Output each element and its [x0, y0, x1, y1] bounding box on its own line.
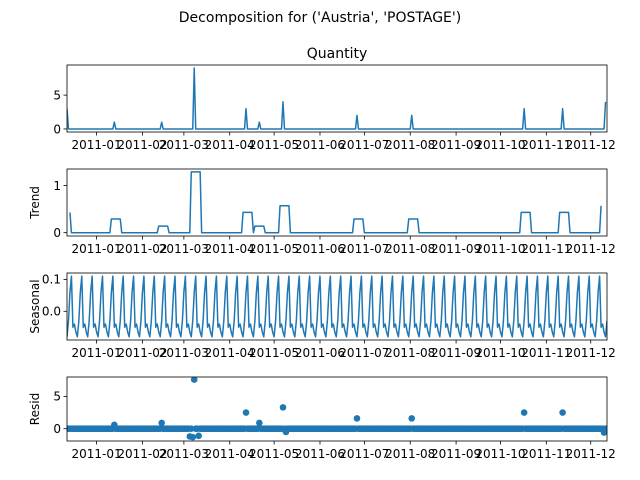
seasonal-xtick-label: 2011-04 — [205, 346, 255, 360]
resid-xtick-label: 2011-05 — [249, 447, 299, 461]
observed-xtick-label: 2011-09 — [431, 138, 481, 152]
observed-xtick-label: 2011-04 — [205, 138, 255, 152]
figure-suptitle: Decomposition for ('Austria', 'POSTAGE') — [179, 10, 461, 26]
observed-xtick-label: 2011-05 — [249, 138, 299, 152]
seasonal-xtick-label: 2011-03 — [159, 346, 209, 360]
observed-ytick-label: 5 — [53, 88, 61, 102]
resid-ytick-label: 5 — [53, 390, 61, 404]
seasonal-ytick-label: 0.0 — [42, 305, 61, 319]
observed-ytick-label: 0 — [53, 122, 61, 136]
seasonal-xtick-label: 2011-08 — [385, 346, 435, 360]
resid-point — [353, 415, 361, 422]
trend-xtick-label: 2011-07 — [339, 242, 389, 256]
resid-xtick-label: 2011-10 — [475, 447, 525, 461]
observed-panel: Quantity052011-012011-022011-032011-0420… — [53, 46, 615, 152]
observed-series-line — [67, 67, 607, 130]
seasonal-axes-frame — [66, 272, 608, 341]
observed-xtick-label: 2011-12 — [566, 138, 616, 152]
resid-xtick-label: 2011-11 — [521, 447, 571, 461]
trend-panel: Trend012011-012011-022011-032011-042011-… — [28, 168, 616, 256]
observed-xtick-label: 2011-06 — [295, 138, 345, 152]
seasonal-xtick-label: 2011-10 — [475, 346, 525, 360]
seasonal-xtick-label: 2011-01 — [72, 346, 122, 360]
resid-xtick-label: 2011-08 — [385, 447, 435, 461]
resid-ylabel: Resid — [28, 393, 42, 425]
trend-plot-area — [69, 171, 602, 234]
trend-xtick-label: 2011-04 — [205, 242, 255, 256]
resid-plot-area — [67, 377, 607, 441]
seasonal-xtick-label: 2011-06 — [295, 346, 345, 360]
resid-xtick-label: 2011-03 — [159, 447, 209, 461]
resid-xtick-label: 2011-04 — [205, 447, 255, 461]
resid-axes-frame — [66, 376, 608, 442]
trend-xtick-label: 2011-08 — [385, 242, 435, 256]
observed-axes-frame — [66, 64, 608, 133]
seasonal-panel: Seasonal 0.00.12011-012011-022011-032011-… — [28, 272, 616, 360]
trend-ytick-label: 1 — [53, 179, 61, 193]
observed-xtick-label: 2011-11 — [521, 138, 571, 152]
seasonal-xtick-label: 2011-07 — [339, 346, 389, 360]
resid-point — [158, 419, 165, 427]
resid-point — [195, 432, 202, 440]
seasonal-ytick-label: 0.1 — [42, 273, 61, 287]
trend-xtick-label: 2011-05 — [249, 242, 299, 256]
resid-point — [520, 409, 528, 416]
observed-xtick-label: 2011-10 — [475, 138, 525, 152]
trend-xtick-label: 2011-06 — [295, 242, 345, 256]
resid-xtick-label: 2011-09 — [431, 447, 481, 461]
resid-point — [279, 404, 287, 411]
resid-point — [190, 377, 198, 383]
trend-axes-frame — [66, 168, 608, 237]
observed-title: Quantity — [307, 46, 368, 62]
resid-panel: Resid052011-012011-022011-032011-042011-… — [28, 376, 616, 461]
seasonal-xtick-label: 2011-09 — [431, 346, 481, 360]
observed-xtick-label: 2011-08 — [385, 138, 435, 152]
seasonal-xtick-label: 2011-12 — [566, 346, 616, 360]
seasonal-xtick-label: 2011-05 — [249, 346, 299, 360]
trend-xtick-label: 2011-10 — [475, 242, 525, 256]
resid-xtick-label: 2011-12 — [566, 447, 616, 461]
seasonal-xtick-label: 2011-02 — [117, 346, 167, 360]
seasonal-plot-area — [67, 275, 607, 338]
trend-xtick-label: 2011-12 — [566, 242, 616, 256]
resid-point — [256, 419, 263, 427]
resid-xtick-label: 2011-02 — [117, 447, 167, 461]
observed-xtick-label: 2011-07 — [339, 138, 389, 152]
resid-point — [189, 433, 197, 441]
seasonal-xtick-label: 2011-11 — [521, 346, 571, 360]
trend-ylabel: Trend — [28, 186, 42, 220]
seasonal-series-line — [67, 275, 607, 338]
trend-xtick-label: 2011-03 — [159, 242, 209, 256]
trend-xtick-label: 2011-02 — [117, 242, 167, 256]
seasonal-ylabel: Seasonal — [28, 279, 42, 333]
resid-xtick-label: 2011-01 — [72, 447, 122, 461]
resid-xtick-label: 2011-07 — [339, 447, 389, 461]
observed-xtick-label: 2011-02 — [117, 138, 167, 152]
resid-point — [559, 409, 566, 416]
resid-point — [408, 415, 416, 422]
observed-plot-area — [67, 67, 607, 130]
observed-xtick-label: 2011-03 — [159, 138, 209, 152]
resid-ytick-label: 0 — [53, 422, 61, 436]
resid-point — [242, 409, 250, 416]
trend-series-line — [69, 171, 602, 234]
resid-point — [603, 425, 607, 433]
trend-xtick-label: 2011-09 — [431, 242, 481, 256]
resid-xtick-label: 2011-06 — [295, 447, 345, 461]
trend-xtick-label: 2011-01 — [72, 242, 122, 256]
trend-ytick-label: 0 — [53, 226, 61, 240]
observed-xtick-label: 2011-01 — [72, 138, 122, 152]
trend-xtick-label: 2011-11 — [521, 242, 571, 256]
